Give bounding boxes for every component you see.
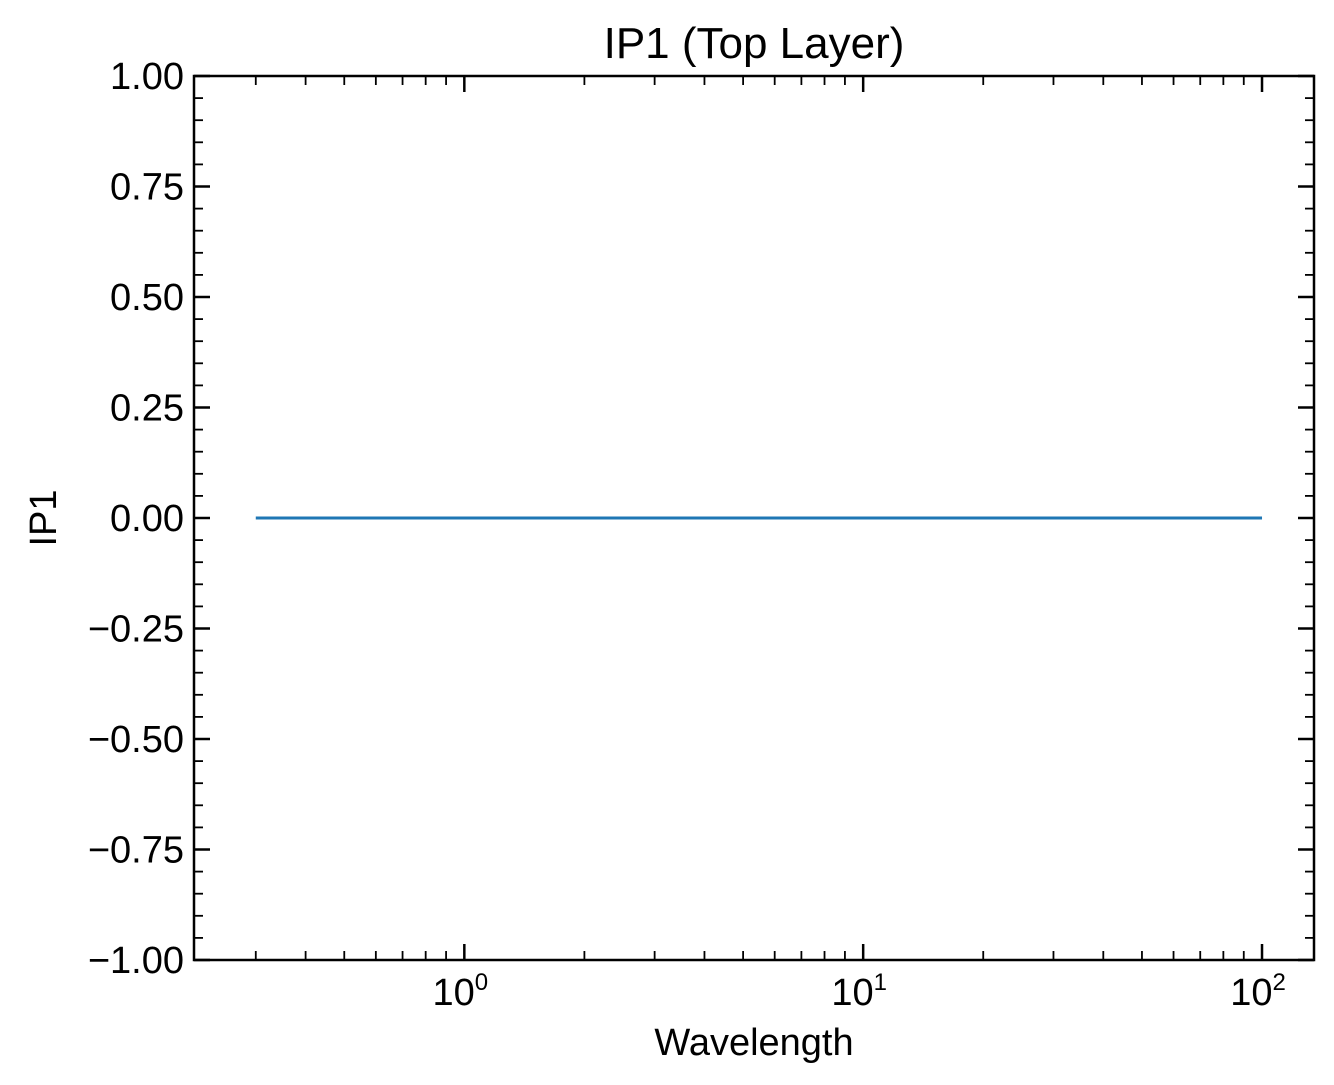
- chart-title: IP1 (Top Layer): [604, 19, 905, 68]
- x-tick-label-base: 10: [1230, 972, 1272, 1014]
- y-tick-label: 0.25: [110, 388, 184, 430]
- axis-ticks: [194, 74, 1314, 962]
- y-tick-label: 0.75: [110, 167, 184, 209]
- y-axis-label: IP1: [23, 489, 65, 546]
- y-tick-label: 1.00: [110, 56, 184, 98]
- y-tick-label: 0.00: [110, 498, 184, 540]
- y-tick-label: 0.50: [110, 277, 184, 319]
- y-tick-label: −0.25: [88, 609, 184, 651]
- x-tick-label-exponent: 1: [874, 969, 887, 996]
- x-tick-label-exponent: 0: [475, 969, 488, 996]
- x-tick-label: 100: [433, 969, 489, 1014]
- x-tick-label-base: 10: [433, 972, 475, 1014]
- tick-labels: 1.00 0.75 0.50 0.25 0.00 −0.25 −0.50 −0.75 −1.00…: [88, 56, 1286, 1014]
- y-tick-label: −0.75: [88, 830, 184, 872]
- x-tick-label: 101: [831, 969, 887, 1014]
- x-tick-label-base: 10: [831, 972, 873, 1014]
- plot-frame: [192, 74, 1316, 962]
- x-axis-label: Wavelength: [654, 1022, 853, 1064]
- x-tick-label: 102: [1230, 969, 1286, 1014]
- y-tick-label: −1.00: [88, 940, 184, 982]
- y-tick-label: −0.50: [88, 719, 184, 761]
- x-tick-label-exponent: 2: [1272, 969, 1285, 996]
